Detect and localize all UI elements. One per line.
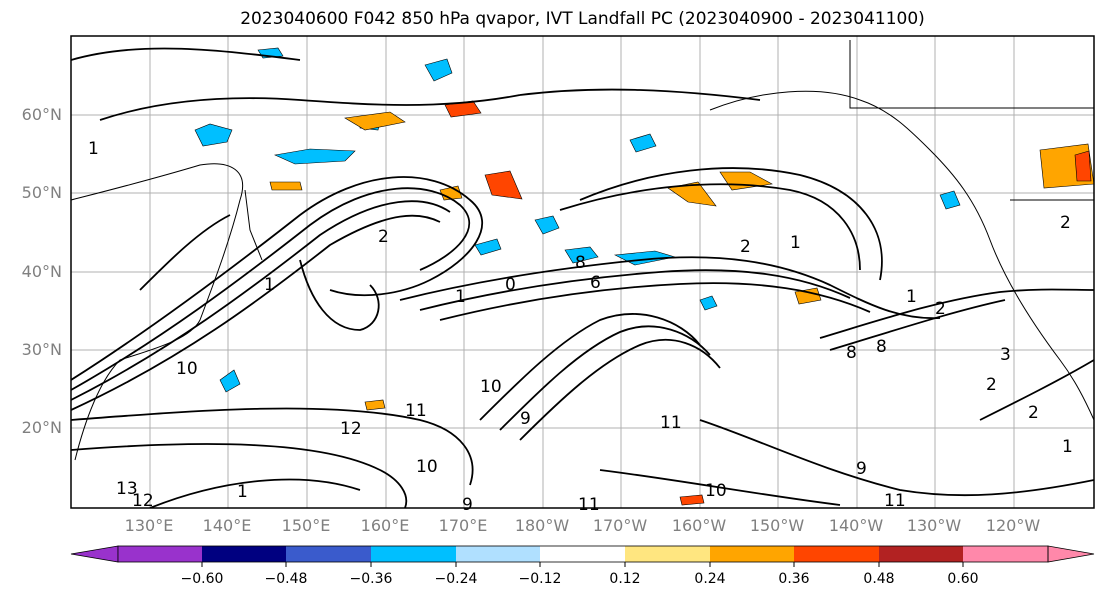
- lon-label: 150°E: [281, 516, 331, 535]
- page-title: 2023040600 F042 850 hPa qvapor, IVT Land…: [240, 9, 925, 29]
- colorbar-extend-high: [1047, 545, 1095, 563]
- lat-label: 20°N: [21, 418, 62, 437]
- contour-label: 1: [264, 275, 275, 295]
- contour-label: 12: [340, 419, 362, 439]
- colorbar-segment: [625, 546, 710, 562]
- contour-label: 10: [705, 481, 727, 501]
- colorbar-segment: [540, 546, 625, 562]
- colorbar-segment: [371, 546, 456, 562]
- contour-label: 1: [1062, 437, 1073, 457]
- contour-label: 9: [462, 495, 473, 515]
- lat-label: 50°N: [21, 183, 62, 202]
- contour-label: 10: [480, 377, 502, 397]
- lon-label: 170°W: [592, 516, 648, 535]
- lon-label: 140°W: [828, 516, 884, 535]
- colorbar-segment: [118, 546, 202, 562]
- contour-label: 0: [505, 275, 516, 295]
- lat-label: 60°N: [21, 105, 62, 124]
- contour-label: 1: [790, 233, 801, 253]
- contour-label: 3: [1000, 345, 1011, 365]
- colorbar-tick-label: 0.36: [778, 571, 810, 587]
- coastlines: [71, 40, 1094, 461]
- contour-label: 1: [906, 287, 917, 307]
- contour-label: 11: [884, 491, 906, 511]
- colorbar-tick-label: 0.60: [947, 571, 979, 587]
- colorbar-tick-label: 0.48: [863, 571, 895, 587]
- lon-label: 160°W: [671, 516, 727, 535]
- ivt-contours: [71, 47, 1094, 508]
- lon-label: 130°W: [906, 516, 962, 535]
- colorbar-segment: [963, 546, 1048, 562]
- contour-label: 11: [578, 495, 600, 515]
- lon-label: 150°W: [749, 516, 805, 535]
- contour-label: 10: [416, 457, 438, 477]
- contour-label: 9: [520, 409, 531, 429]
- colorbar-extend-low: [70, 545, 119, 563]
- contour-labels: 2 2 1 0 2 1 6 8 1 3 1 2 1 10 11 12 10 9 …: [88, 139, 1073, 515]
- colorbar-tick-label: −0.36: [349, 571, 393, 587]
- contour-label: 2: [986, 375, 997, 395]
- contour-label: 12: [132, 491, 154, 511]
- contour-label: 11: [660, 413, 682, 433]
- contour-label: 2: [740, 237, 751, 257]
- contour-label: 6: [590, 273, 601, 293]
- lat-label: 30°N: [21, 340, 62, 359]
- colorbar-segment: [710, 546, 794, 562]
- lon-label: 180°W: [514, 516, 570, 535]
- positive-anomaly-patches: [269, 100, 1094, 506]
- contour-label: 8: [876, 337, 887, 357]
- lat-label: 40°N: [21, 262, 62, 281]
- colorbar-tick-label: 0.24: [694, 571, 726, 587]
- colorbar-segment: [879, 546, 963, 562]
- contour-label: 1: [237, 482, 248, 502]
- contour-label: 1: [88, 139, 99, 159]
- colorbar-tick-label: −0.48: [264, 571, 308, 587]
- contour-label: 11: [405, 401, 427, 421]
- colorbar-tick-label: −0.60: [180, 571, 224, 587]
- contour-label: 2: [1028, 403, 1039, 423]
- colorbar: [70, 545, 1095, 567]
- colorbar-outline: [117, 545, 1049, 563]
- colorbar-segment: [456, 546, 540, 562]
- colorbar-segment: [794, 546, 879, 562]
- map-frame: [70, 35, 1095, 509]
- contour-label: 9: [856, 459, 867, 479]
- contour-label: 8: [846, 343, 857, 363]
- negative-anomaly-patches: [194, 47, 961, 393]
- lon-label: 130°E: [124, 516, 174, 535]
- colorbar-tick-label: −0.12: [518, 571, 562, 587]
- lon-label: 170°E: [438, 516, 488, 535]
- contour-label: 13: [116, 479, 138, 499]
- colorbar-segment: [286, 546, 371, 562]
- contour-label: 10: [176, 359, 198, 379]
- colorbar-tick-label: 0.12: [609, 571, 641, 587]
- lon-label: 120°W: [985, 516, 1041, 535]
- colorbar-tick-label: −0.24: [434, 571, 478, 587]
- lon-label: 140°E: [202, 516, 252, 535]
- contour-label: 2: [378, 227, 389, 247]
- contour-label: 8: [575, 253, 586, 273]
- lon-label: 160°E: [360, 516, 410, 535]
- colorbar-segment: [202, 546, 286, 562]
- contour-label: 2: [935, 299, 946, 319]
- contour-label: 1: [455, 287, 466, 307]
- contour-label: 2: [1060, 213, 1071, 233]
